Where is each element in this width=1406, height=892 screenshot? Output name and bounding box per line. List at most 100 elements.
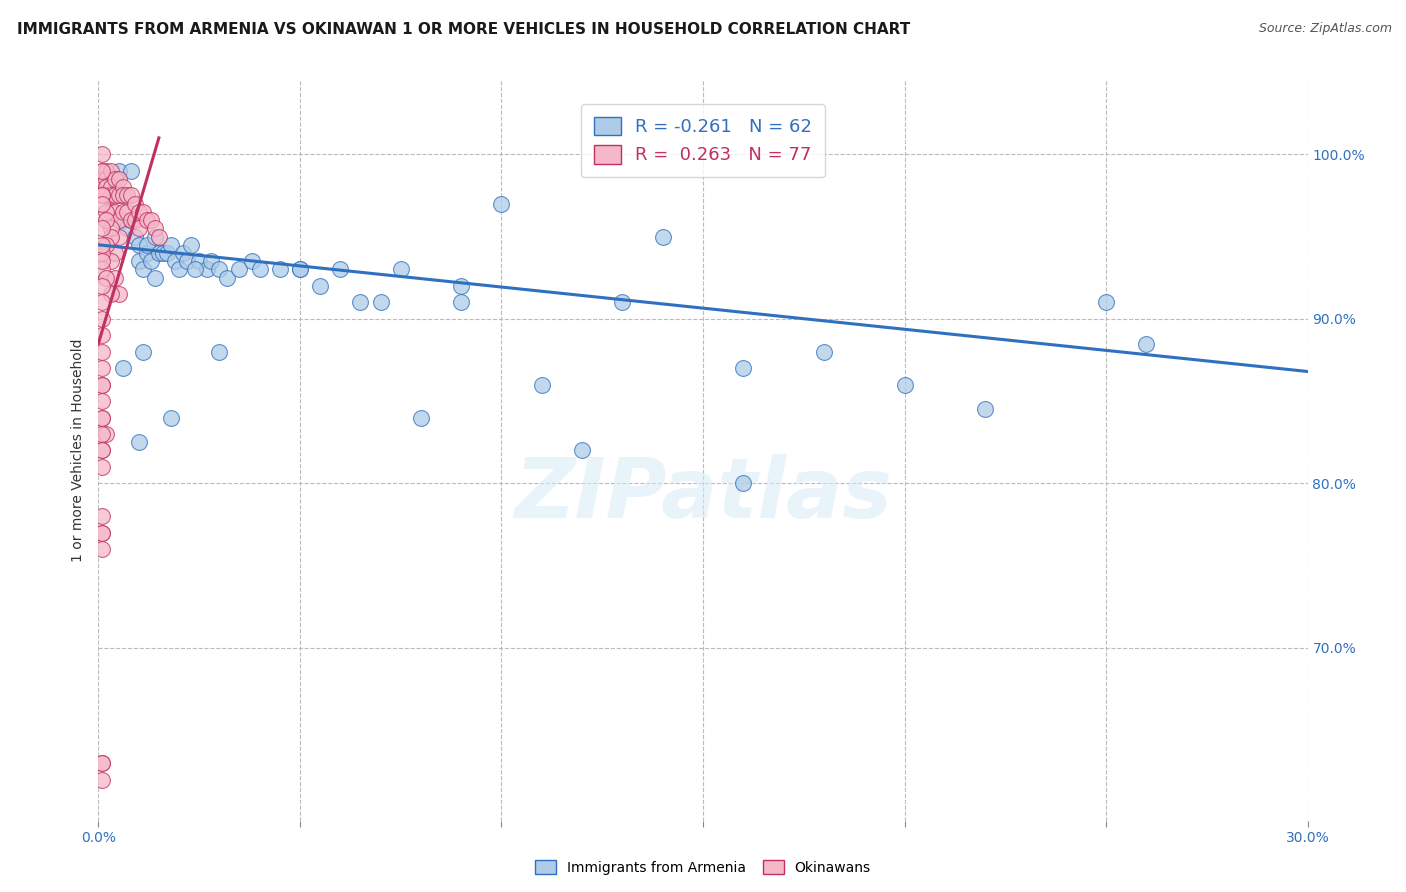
Point xyxy=(309,279,332,293)
Point xyxy=(100,188,122,202)
Point xyxy=(91,361,114,376)
Point xyxy=(128,435,150,450)
Point xyxy=(135,213,157,227)
Point xyxy=(100,221,122,235)
Point xyxy=(103,270,125,285)
Point xyxy=(176,254,198,268)
Y-axis label: 1 or more Vehicles in Household: 1 or more Vehicles in Household xyxy=(72,339,86,562)
Point xyxy=(491,196,513,211)
Point xyxy=(288,262,311,277)
Point xyxy=(111,213,134,227)
Point xyxy=(733,361,755,376)
Point xyxy=(128,221,150,235)
Text: Source: ZipAtlas.com: Source: ZipAtlas.com xyxy=(1258,22,1392,36)
Point xyxy=(111,361,134,376)
Point xyxy=(91,328,114,343)
Point xyxy=(389,262,412,277)
Point xyxy=(91,254,114,268)
Point xyxy=(91,394,114,409)
Point xyxy=(450,295,472,310)
Point xyxy=(107,188,129,202)
Point xyxy=(409,410,432,425)
Point xyxy=(571,443,593,458)
Point xyxy=(91,237,114,252)
Point xyxy=(132,262,155,277)
Point xyxy=(115,221,138,235)
Point xyxy=(893,377,915,392)
Point xyxy=(91,443,114,458)
Point xyxy=(91,542,114,557)
Point xyxy=(96,180,118,194)
Point xyxy=(152,246,174,260)
Point xyxy=(96,270,118,285)
Point xyxy=(91,246,114,260)
Point xyxy=(103,172,125,186)
Point xyxy=(91,188,114,202)
Point xyxy=(91,509,114,524)
Point xyxy=(288,262,311,277)
Point xyxy=(91,295,114,310)
Point xyxy=(612,295,634,310)
Point xyxy=(148,246,170,260)
Point xyxy=(450,279,472,293)
Point xyxy=(180,237,202,252)
Point xyxy=(120,163,142,178)
Point xyxy=(103,172,125,186)
Point xyxy=(91,525,114,540)
Point xyxy=(135,237,157,252)
Legend: Immigrants from Armenia, Okinawans: Immigrants from Armenia, Okinawans xyxy=(530,855,876,880)
Point xyxy=(111,180,134,194)
Point xyxy=(91,196,114,211)
Point xyxy=(172,246,194,260)
Point xyxy=(1135,336,1157,351)
Point xyxy=(91,410,114,425)
Point xyxy=(217,270,239,285)
Point xyxy=(91,377,114,392)
Point xyxy=(148,229,170,244)
Point xyxy=(107,188,129,202)
Point xyxy=(91,756,114,770)
Point xyxy=(107,229,129,244)
Point xyxy=(107,287,129,301)
Point xyxy=(120,188,142,202)
Point xyxy=(96,427,118,442)
Point xyxy=(195,262,218,277)
Point xyxy=(91,772,114,787)
Point xyxy=(115,188,138,202)
Point xyxy=(124,213,146,227)
Point xyxy=(103,246,125,260)
Point xyxy=(91,163,114,178)
Point xyxy=(91,221,114,235)
Point xyxy=(733,476,755,491)
Point xyxy=(100,180,122,194)
Point xyxy=(163,254,186,268)
Point xyxy=(91,525,114,540)
Point xyxy=(160,237,183,252)
Text: ZIPatlas: ZIPatlas xyxy=(515,454,891,535)
Point xyxy=(329,262,352,277)
Point xyxy=(91,262,114,277)
Point xyxy=(96,237,118,252)
Point xyxy=(91,147,114,161)
Point xyxy=(530,377,553,392)
Point xyxy=(96,172,118,186)
Point xyxy=(124,229,146,244)
Point xyxy=(107,172,129,186)
Point xyxy=(96,163,118,178)
Point xyxy=(1095,295,1118,310)
Point xyxy=(120,213,142,227)
Point xyxy=(269,262,291,277)
Point xyxy=(107,213,129,227)
Point xyxy=(143,270,166,285)
Point xyxy=(160,410,183,425)
Point xyxy=(111,205,134,219)
Point xyxy=(228,262,250,277)
Point xyxy=(96,205,118,219)
Point xyxy=(208,262,231,277)
Point xyxy=(370,295,392,310)
Point xyxy=(139,254,162,268)
Point xyxy=(143,229,166,244)
Point xyxy=(96,188,118,202)
Point xyxy=(91,311,114,326)
Point xyxy=(96,213,118,227)
